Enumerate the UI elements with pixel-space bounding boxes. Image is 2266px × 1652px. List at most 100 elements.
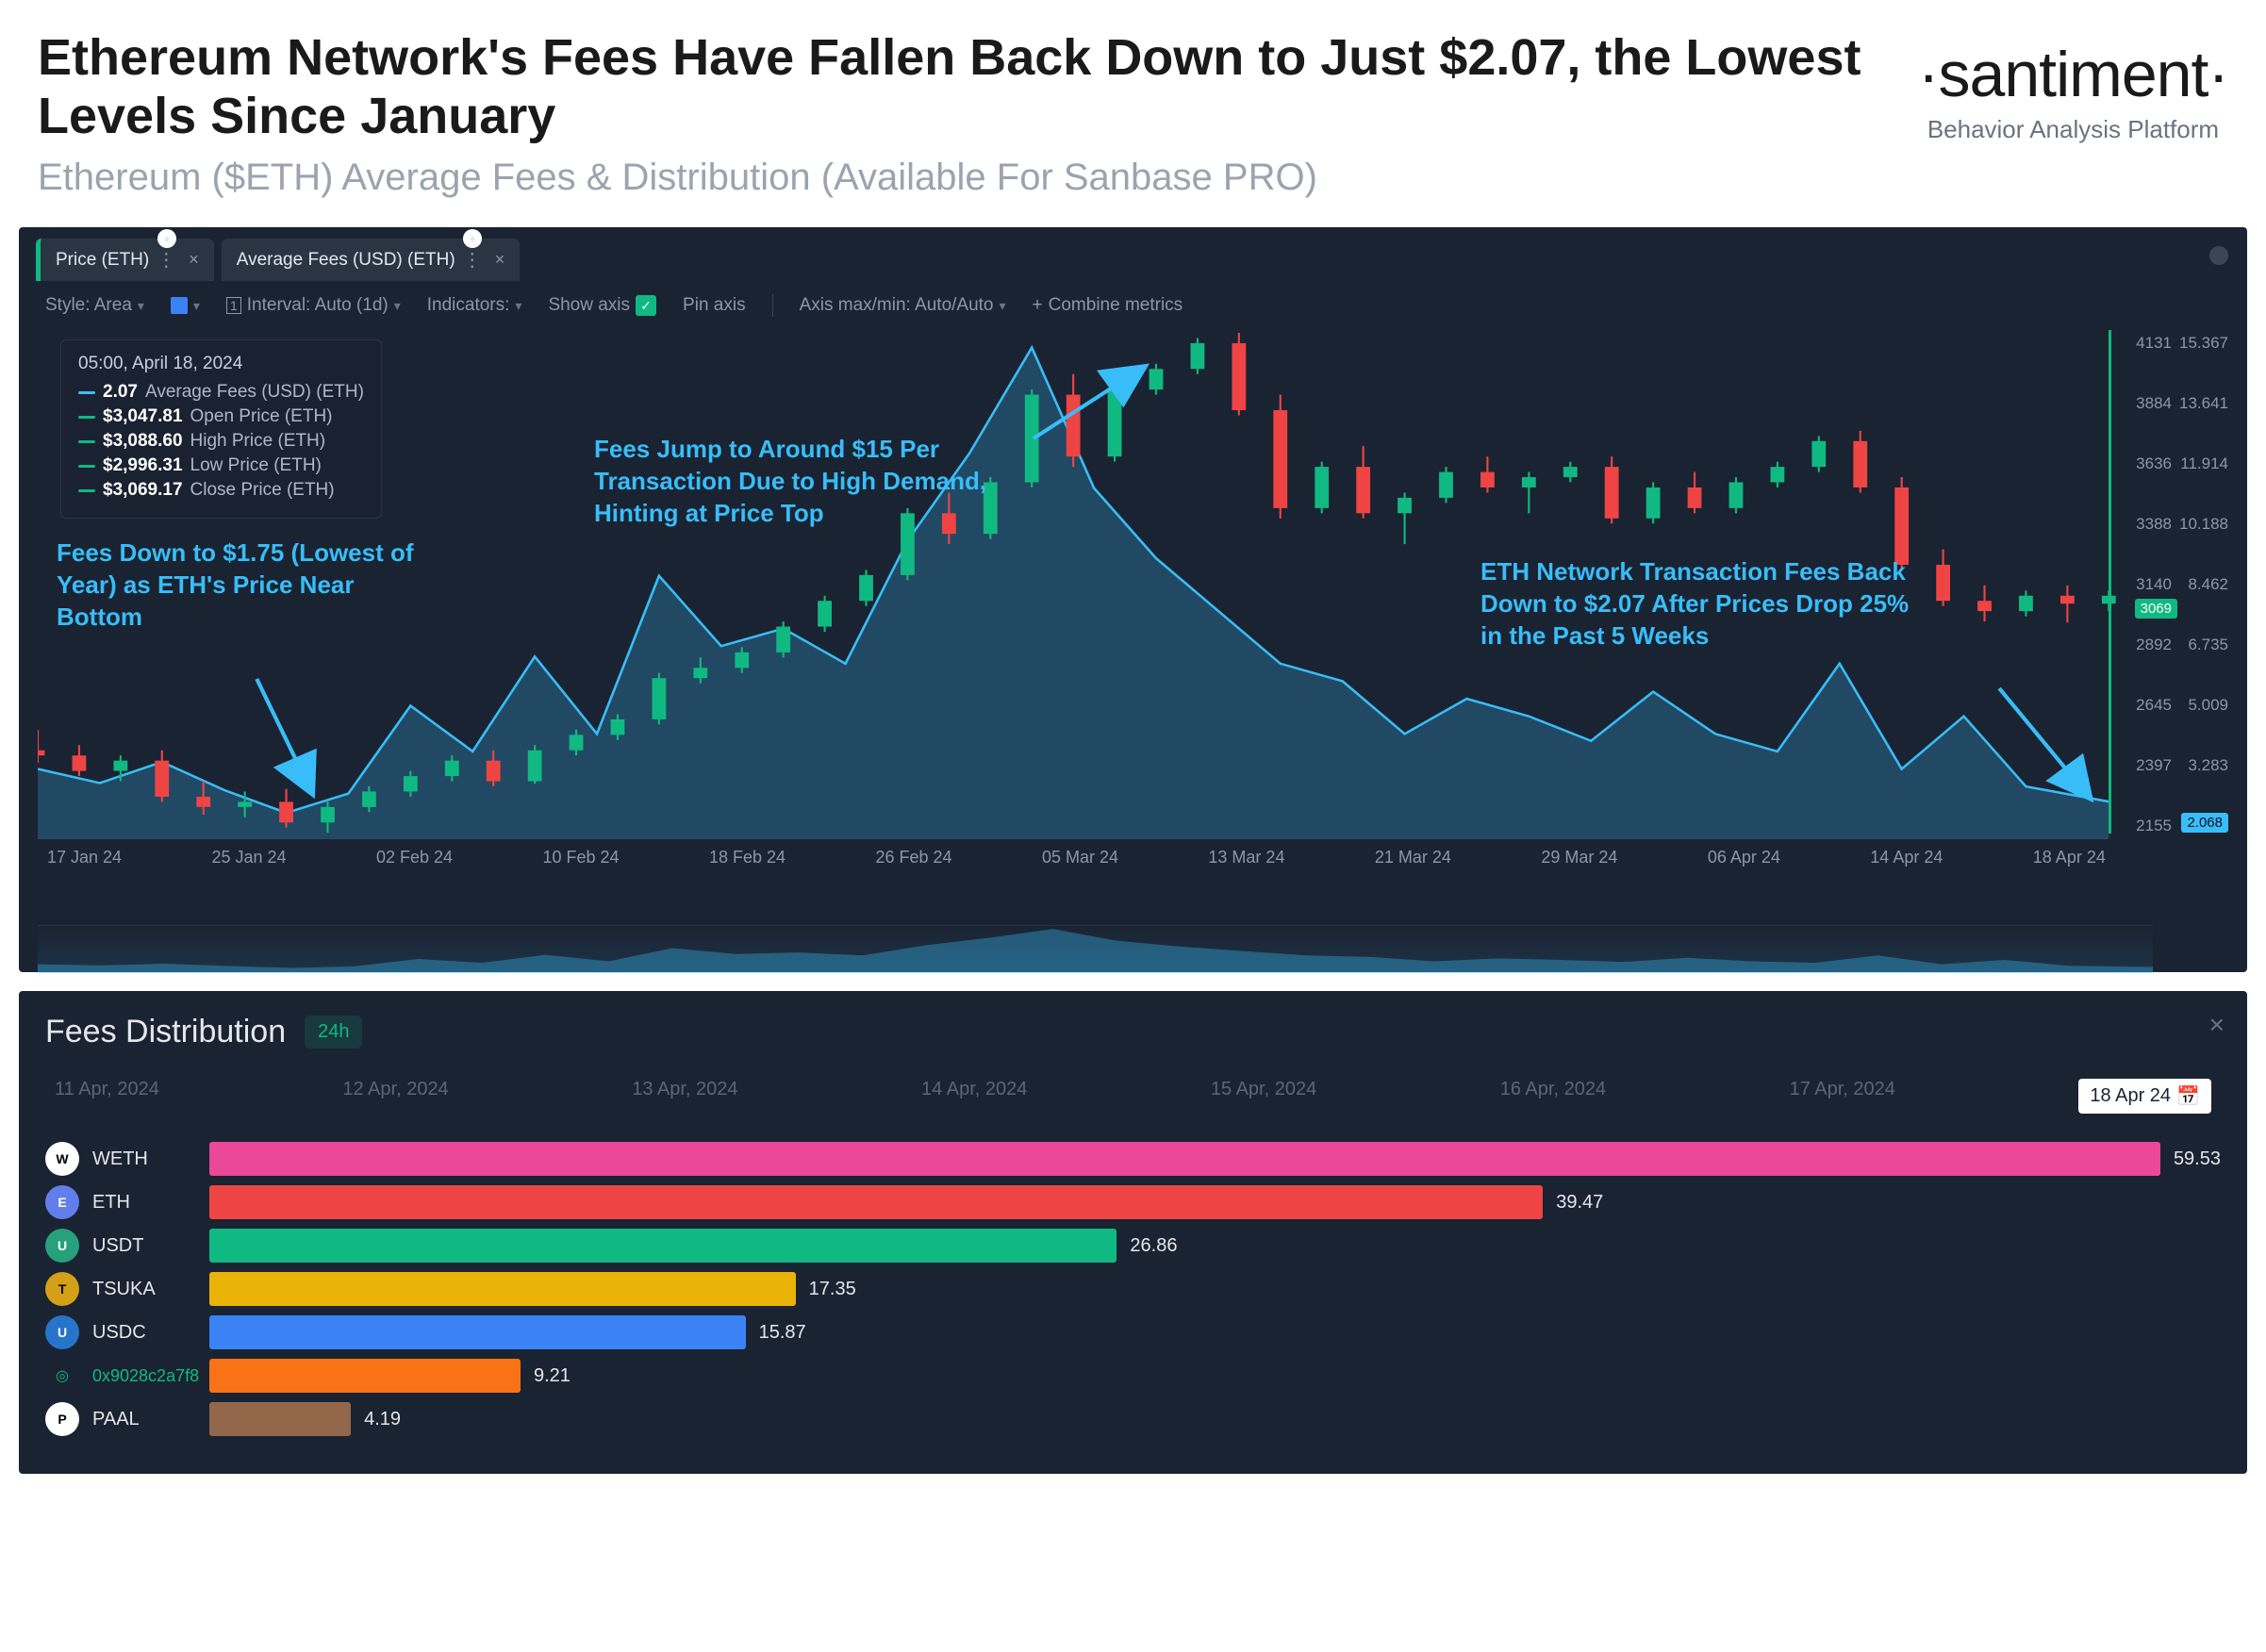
token-icon: E [45,1185,79,1219]
axis-range-dropdown[interactable]: Axis max/min: Auto/Auto ▾ [800,295,1006,316]
page-subtitle: Ethereum ($ETH) Average Fees & Distribut… [38,157,1918,199]
santiment-logo: ·santiment· [1918,38,2228,111]
token-label: USDC [92,1322,196,1344]
tooltip-row: $3,088.60 High Price (ETH) [78,431,364,452]
fee-badge: 2.068 [2181,813,2228,833]
interval-dropdown[interactable]: 1 Interval: Auto (1d) ▾ [226,295,401,316]
x-tick: 05 Mar 24 [1042,848,1118,867]
token-label: WETH [92,1148,196,1170]
tab-menu-icon[interactable]: ⋮ [157,248,175,272]
annotation-2: Fees Jump to Around $15 Per Transaction … [594,434,990,529]
close-icon[interactable]: × [189,250,199,270]
chart-body[interactable]: 05:00, April 18, 2024 2.07 Average Fees … [38,330,2228,886]
timeframe-badge[interactable]: 24h [305,1016,362,1049]
fee-bar[interactable] [209,1359,521,1393]
fee-bar-row: ◎ 0x9028c2a7f8 9.21 [45,1359,2221,1393]
price-indicator-line [2109,330,2111,834]
tab-menu-icon[interactable]: ⋮ [463,248,482,272]
eth-icon: ♦ [157,229,176,248]
x-tick: 14 Apr 24 [1870,848,1943,867]
style-dropdown[interactable]: Style: Area ▾ [45,295,144,316]
token-label: PAAL [92,1409,196,1430]
show-axis-toggle[interactable]: Show axis ✓ [548,295,656,316]
pin-axis-toggle[interactable]: Pin axis [683,295,746,316]
x-tick: 10 Feb 24 [542,848,619,867]
combine-metrics-button[interactable]: + Combine metrics [1033,295,1183,316]
fees-distribution-panel: Fees Distribution 24h × 11 Apr, 2024 12 A… [19,991,2247,1474]
date-option[interactable]: 17 Apr, 2024 [1790,1079,1895,1114]
tooltip-date: 05:00, April 18, 2024 [78,354,364,374]
date-active[interactable]: 18 Apr 24 📅 [2078,1079,2211,1114]
tab-fees[interactable]: Average Fees (USD) (ETH) ⋮ × ♦ [222,239,520,281]
date-option[interactable]: 16 Apr, 2024 [1500,1079,1606,1114]
date-option[interactable]: 15 Apr, 2024 [1211,1079,1316,1114]
tooltip-row: $2,996.31 Low Price (ETH) [78,455,364,476]
chart-tooltip: 05:00, April 18, 2024 2.07 Average Fees … [60,339,382,519]
brand-block: ·santiment· Behavior Analysis Platform [1918,28,2228,144]
tab-label: Price (ETH) [56,250,149,271]
x-tick: 25 Jan 24 [212,848,287,867]
chart-tabs: Price (ETH) ⋮ × ♦ Average Fees (USD) (ET… [19,227,2247,281]
fee-bar[interactable] [209,1229,1116,1263]
fee-value: 39.47 [1556,1192,1603,1214]
x-axis: 17 Jan 2425 Jan 2402 Feb 2410 Feb 2418 F… [38,848,2115,867]
fee-value: 17.35 [809,1279,856,1300]
y-tick: 3.283 [2125,756,2228,775]
y-tick: 8.462 [2125,575,2228,594]
x-tick: 18 Apr 24 [2033,848,2106,867]
page-header: Ethereum Network's Fees Have Fallen Back… [0,0,2266,218]
fee-bar-row: U USDC 15.87 [45,1315,2221,1349]
y-tick: 6.735 [2125,636,2228,654]
fee-value: 26.86 [1130,1235,1177,1257]
x-tick: 26 Feb 24 [875,848,951,867]
indicators-dropdown[interactable]: Indicators: ▾ [427,295,522,316]
y-tick: 11.914 [2125,454,2228,473]
token-icon: U [45,1315,79,1349]
brand-tagline: Behavior Analysis Platform [1918,115,2228,144]
y-tick: 15.367 [2125,334,2228,353]
fee-value: 59.53 [2174,1148,2221,1170]
fees-dist-title: Fees Distribution [45,1014,286,1050]
token-label: TSUKA [92,1279,196,1300]
date-option[interactable]: 13 Apr, 2024 [632,1079,737,1114]
fee-value: 15.87 [759,1322,806,1344]
token-label: ETH [92,1192,196,1214]
token-icon: U [45,1229,79,1263]
fee-bar-row: P PAAL 4.19 [45,1402,2221,1436]
fee-value: 4.19 [364,1409,401,1430]
tooltip-row: $3,069.17 Close Price (ETH) [78,480,364,501]
color-picker[interactable]: ▾ [171,297,200,314]
x-tick: 17 Jan 24 [47,848,122,867]
token-label: USDT [92,1235,196,1257]
tooltip-row: $3,047.81 Open Price (ETH) [78,406,364,427]
token-label: 0x9028c2a7f8 [92,1366,196,1386]
chart-toolbar: Style: Area ▾ ▾ 1 Interval: Auto (1d) ▾ … [19,281,2247,330]
fee-bar[interactable] [209,1315,746,1349]
fee-bar-row: E ETH 39.47 [45,1185,2221,1219]
fee-bar-row: U USDT 26.86 [45,1229,2221,1263]
x-tick: 13 Mar 24 [1208,848,1284,867]
tab-price[interactable]: Price (ETH) ⋮ × ♦ [36,239,214,281]
token-icon: P [45,1402,79,1436]
annotation-3: ETH Network Transaction Fees Back Down t… [1480,556,1914,652]
y-tick: 13.641 [2125,394,2228,413]
y-tick: 10.188 [2125,515,2228,534]
date-option[interactable]: 12 Apr, 2024 [342,1079,448,1114]
token-icon: T [45,1272,79,1306]
date-option[interactable]: 14 Apr, 2024 [921,1079,1027,1114]
x-tick: 18 Feb 24 [709,848,786,867]
overview-chart[interactable] [38,925,2153,972]
fees-bars: W WETH 59.53 E ETH 39.47 U USDT 26.86 T … [45,1142,2221,1436]
token-icon: W [45,1142,79,1176]
close-icon[interactable]: × [495,250,505,270]
x-tick: 29 Mar 24 [1541,848,1617,867]
eth-icon: ♦ [463,229,482,248]
fee-bar[interactable] [209,1185,1543,1219]
tab-label: Average Fees (USD) (ETH) [237,250,455,271]
fee-bar[interactable] [209,1272,796,1306]
fee-bar[interactable] [209,1142,2160,1176]
calendar-icon: 📅 [2176,1084,2200,1108]
fee-bar[interactable] [209,1402,351,1436]
close-icon[interactable]: × [2209,1010,2225,1040]
date-option[interactable]: 11 Apr, 2024 [55,1079,159,1114]
